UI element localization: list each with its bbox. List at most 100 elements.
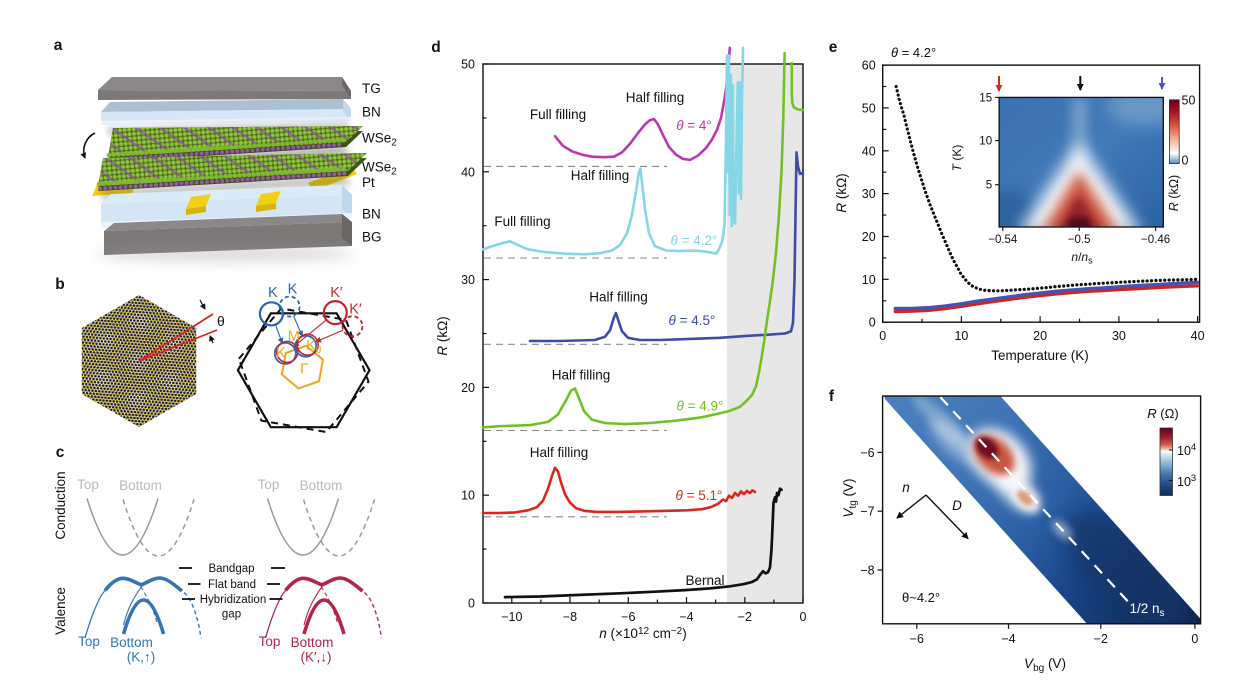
svg-text:Bottom: Bottom <box>291 635 334 650</box>
svg-text:Half filling: Half filling <box>571 168 630 183</box>
svg-text:−8: −8 <box>563 610 577 624</box>
svg-text:−4: −4 <box>1001 632 1015 646</box>
svg-text:K: K <box>288 282 298 298</box>
svg-text:θ = 4.5°: θ = 4.5° <box>669 313 716 328</box>
svg-text:θ = 4.2°: θ = 4.2° <box>671 233 718 248</box>
svg-text:n/ns: n/ns <box>1071 250 1093 266</box>
svg-text:e: e <box>829 39 838 56</box>
svg-text:−7: −7 <box>860 505 874 519</box>
svg-text:R (kΩ): R (kΩ) <box>1167 175 1181 211</box>
svg-text:−8: −8 <box>860 564 874 578</box>
svg-text:−0.46: −0.46 <box>1141 234 1170 246</box>
svg-text:TG: TG <box>362 81 381 96</box>
svg-text:40: 40 <box>461 165 475 179</box>
svg-text:0: 0 <box>800 610 807 624</box>
svg-text:n (×1012 cm−2): n (×1012 cm−2) <box>599 626 686 641</box>
svg-text:Half filling: Half filling <box>589 290 648 305</box>
svg-text:θ = 4°: θ = 4° <box>676 118 712 133</box>
svg-text:10: 10 <box>461 489 475 503</box>
svg-text:Pt: Pt <box>362 175 375 190</box>
svg-text:K′: K′ <box>330 285 343 301</box>
svg-text:Top: Top <box>77 477 99 492</box>
svg-text:K: K <box>268 285 278 301</box>
svg-text:Conduction: Conduction <box>53 471 68 539</box>
svg-text:T (K): T (K) <box>950 145 964 172</box>
svg-text:θ = 5.1°: θ = 5.1° <box>676 488 723 503</box>
svg-text:R (kΩ): R (kΩ) <box>834 173 849 212</box>
svg-text:60: 60 <box>862 59 876 73</box>
svg-text:15: 15 <box>979 92 992 104</box>
svg-text:Full filling: Full filling <box>494 214 550 229</box>
svg-text:θ = 4.9°: θ = 4.9° <box>677 399 724 414</box>
svg-text:WSe2: WSe2 <box>362 130 397 148</box>
svg-text:Bottom: Bottom <box>300 478 343 493</box>
svg-text:f: f <box>829 388 835 405</box>
svg-text:0: 0 <box>1191 632 1198 646</box>
svg-text:Top: Top <box>78 634 100 649</box>
svg-text:K: K <box>276 346 286 362</box>
svg-text:b: b <box>55 276 64 293</box>
svg-text:θ: θ <box>217 313 225 329</box>
svg-text:K′: K′ <box>349 302 362 318</box>
svg-text:Bandgap: Bandgap <box>208 563 254 575</box>
svg-text:Γ: Γ <box>300 361 308 378</box>
svg-text:20: 20 <box>862 230 876 244</box>
svg-text:BG: BG <box>362 230 382 245</box>
svg-text:Bottom: Bottom <box>119 478 162 493</box>
svg-text:BN: BN <box>362 207 381 222</box>
svg-text:θ~4.2°: θ~4.2° <box>902 590 940 605</box>
svg-text:5: 5 <box>986 180 992 192</box>
svg-text:R (kΩ): R (kΩ) <box>435 316 450 355</box>
svg-text:−0.54: −0.54 <box>988 234 1018 246</box>
svg-text:θ = 4.2°: θ = 4.2° <box>891 45 936 60</box>
svg-text:10: 10 <box>862 273 876 287</box>
svg-text:(K′,↓): (K′,↓) <box>300 650 331 665</box>
svg-text:Flat band: Flat band <box>208 579 256 591</box>
svg-text:1/2 ns: 1/2 ns <box>1129 601 1164 619</box>
svg-text:50: 50 <box>862 101 876 115</box>
svg-text:R (Ω): R (Ω) <box>1147 406 1178 421</box>
svg-text:10: 10 <box>954 329 968 343</box>
svg-text:0: 0 <box>879 329 886 343</box>
svg-text:Half filling: Half filling <box>626 90 685 105</box>
svg-text:WSe2: WSe2 <box>362 160 397 178</box>
svg-text:Bernal: Bernal <box>685 573 724 588</box>
svg-text:50: 50 <box>1182 94 1196 108</box>
svg-text:−0.5: −0.5 <box>1068 234 1091 246</box>
svg-text:10: 10 <box>979 136 992 148</box>
svg-text:0: 0 <box>468 597 475 611</box>
svg-text:20: 20 <box>461 381 475 395</box>
svg-text:Valence: Valence <box>53 587 68 635</box>
svg-text:−6: −6 <box>621 610 635 624</box>
svg-text:n: n <box>902 480 910 495</box>
svg-text:Vbg (V): Vbg (V) <box>1024 656 1066 674</box>
svg-text:30: 30 <box>1112 329 1126 343</box>
svg-text:−2: −2 <box>738 610 752 624</box>
svg-text:30: 30 <box>461 273 475 287</box>
svg-text:Bottom: Bottom <box>110 635 153 650</box>
svg-text:Half filling: Half filling <box>552 368 611 383</box>
svg-text:0: 0 <box>869 316 876 330</box>
svg-text:−2: −2 <box>1094 632 1108 646</box>
svg-text:Temperature (K): Temperature (K) <box>991 348 1089 363</box>
svg-text:30: 30 <box>862 187 876 201</box>
svg-text:−10: −10 <box>501 610 522 624</box>
svg-text:(K,↑): (K,↑) <box>127 650 156 665</box>
svg-text:Half filling: Half filling <box>530 445 589 460</box>
svg-text:50: 50 <box>461 58 475 72</box>
svg-text:a: a <box>54 37 63 54</box>
svg-text:c: c <box>56 444 65 461</box>
svg-text:M: M <box>288 329 300 345</box>
svg-text:d: d <box>431 39 440 56</box>
svg-text:−6: −6 <box>860 446 874 460</box>
svg-text:Top: Top <box>258 477 280 492</box>
svg-text:40: 40 <box>862 144 876 158</box>
svg-text:gap: gap <box>222 609 241 621</box>
svg-text:−4: −4 <box>679 610 693 624</box>
svg-text:−6: −6 <box>910 632 924 646</box>
svg-text:20: 20 <box>1033 329 1047 343</box>
svg-text:BN: BN <box>362 105 381 120</box>
svg-text:0: 0 <box>1182 154 1189 168</box>
svg-text:Top: Top <box>259 634 281 649</box>
svg-text:Vtg (V): Vtg (V) <box>841 478 859 517</box>
